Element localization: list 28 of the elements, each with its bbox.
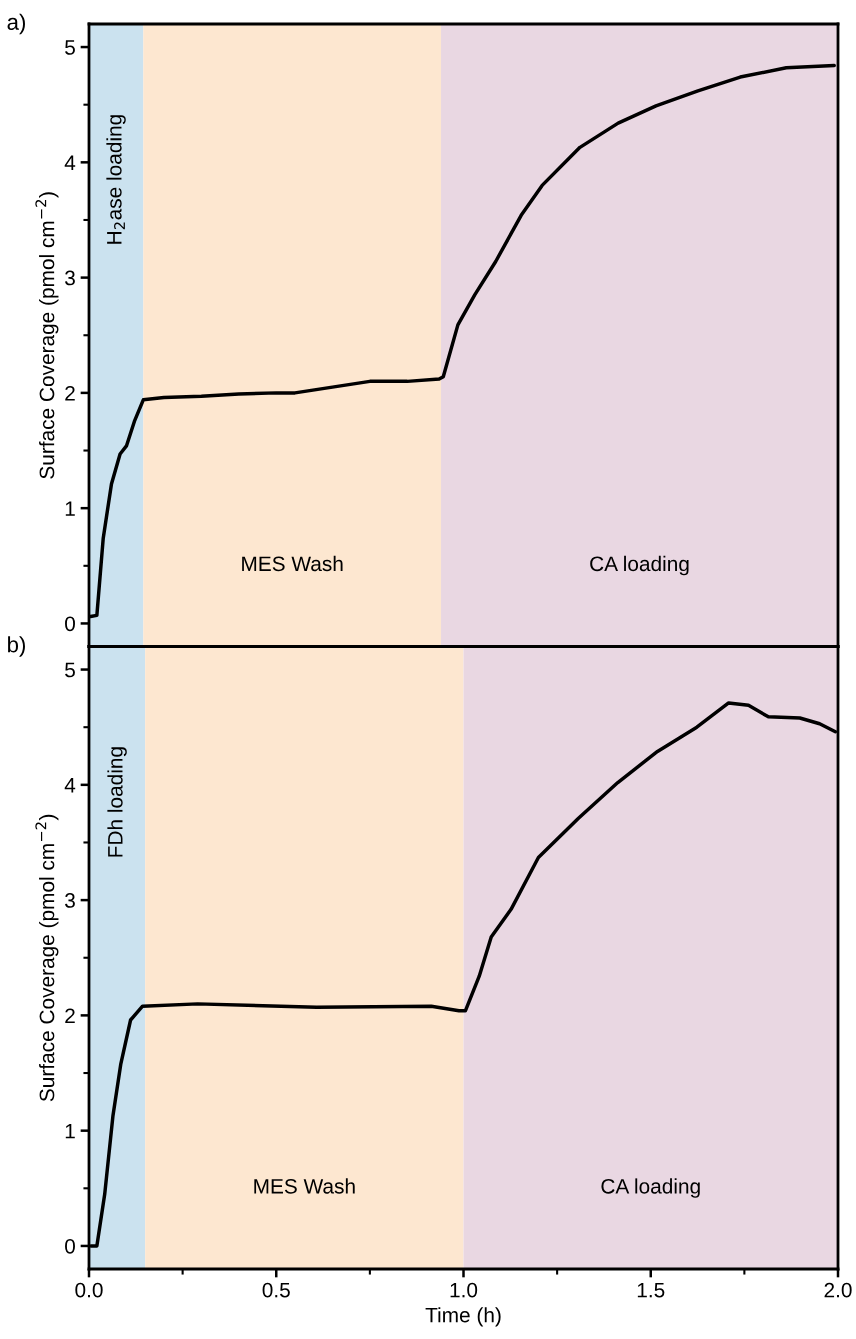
y-tick-label: 3 — [65, 893, 75, 908]
y-tick-label: 1 — [65, 501, 75, 516]
x-tick-label: 0.0 — [75, 1282, 103, 1298]
band-label: MES Wash — [254, 1178, 355, 1194]
x-tick-label: 0.5 — [262, 1282, 290, 1298]
y-tick-label: 3 — [65, 270, 75, 286]
band-label: CA loading — [601, 1178, 700, 1198]
band-label: CA loading — [590, 555, 689, 576]
text: b) — [8, 636, 25, 657]
x-tick-label: 1.5 — [637, 1282, 665, 1298]
band-label: MES Wash — [242, 555, 343, 572]
y-tick-label: 5 — [65, 40, 75, 55]
y-tick-label: 4 — [64, 778, 76, 793]
y-tick-label: 0 — [65, 1238, 75, 1254]
x-axis-title: Time (h) — [425, 1307, 501, 1327]
y-axis-title: Surface Coverage (pmol cm$^{−2}$) — [35, 192, 59, 479]
y-axis-title: Surface Coverage (pmol cm$^{−2}$) — [35, 814, 59, 1102]
y-tick-label: 5 — [65, 662, 75, 678]
text: a) — [7, 13, 25, 35]
y-tick-label: 2 — [65, 385, 75, 401]
x-tick-label: 2.0 — [824, 1282, 852, 1298]
y-tick-label: 0 — [65, 616, 75, 632]
x-tick-label: 1.0 — [450, 1282, 478, 1298]
y-tick-label: 2 — [65, 1008, 75, 1023]
band-label: H$_{2}$ase loading — [106, 115, 126, 244]
y-tick-label: 1 — [65, 1123, 75, 1139]
band-label: FDh loading — [107, 747, 127, 857]
y-tick-label: 4 — [64, 155, 76, 170]
